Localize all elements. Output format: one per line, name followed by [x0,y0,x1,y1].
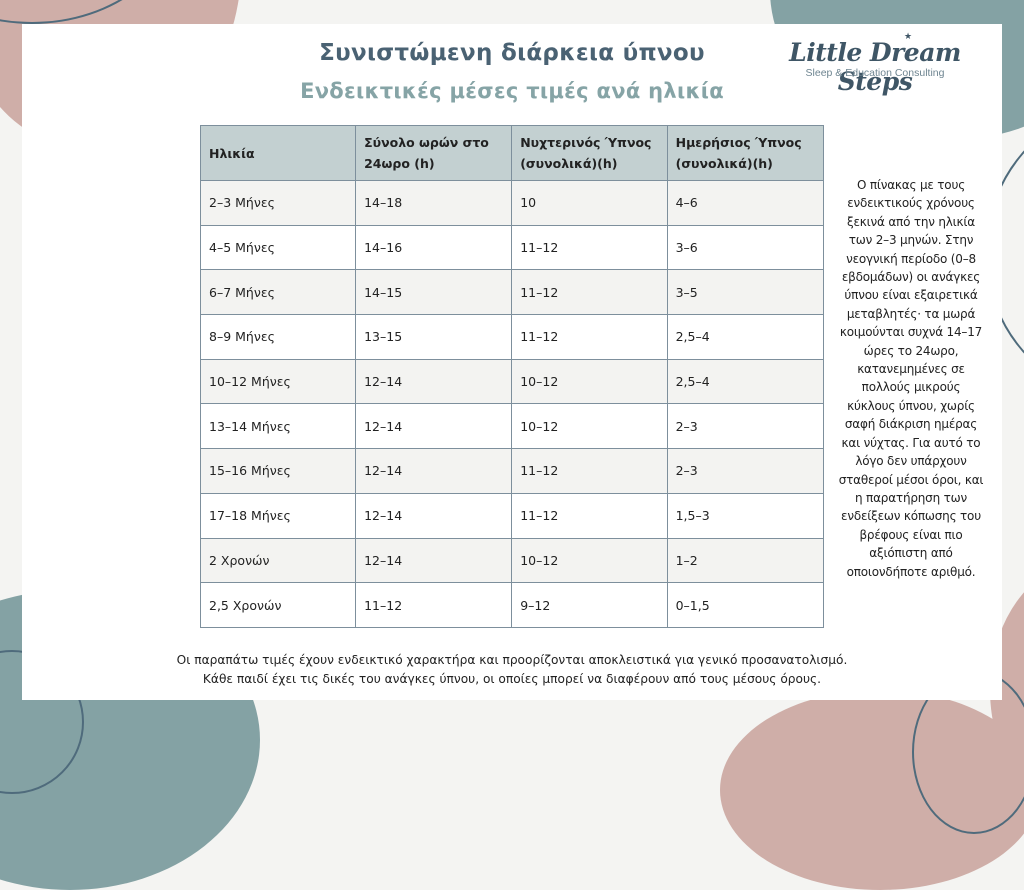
cell-night: 11–12 [511,269,668,316]
cell-day: 3–5 [666,269,825,316]
cell-day: 0–1,5 [666,582,825,628]
cell-age: 13–14 Μήνες [199,403,357,450]
column-header-total-hours: Σύνολο ωρών στο 24ωρο (h) [355,125,513,181]
page-title: Συνιστώμενη διάρκεια ύπνου [319,40,705,66]
cell-age: 15–16 Μήνες [199,448,357,494]
cell-age: 2 Χρονών [199,537,357,584]
cell-day: 2,5–4 [666,314,825,360]
cell-night: 11–12 [511,224,668,271]
cell-night: 10 [511,180,668,226]
table-row: 6–7 Μήνες 14–15 11–12 3–5 [199,269,825,316]
cell-age: 8–9 Μήνες [199,314,357,360]
cell-day: 2–3 [666,448,825,494]
table-row: 4–5 Μήνες 14–16 11–12 3–6 [199,224,825,271]
cell-age: 4–5 Μήνες [199,224,357,271]
column-header-age: Ηλικία [199,125,357,181]
table-row: 2 Χρονών 12–14 10–12 1–2 [199,537,825,584]
cell-day: 1–2 [666,537,825,584]
column-header-day-sleep: Ημερήσιος Ύπνος (συνολικά)(h) [666,125,825,181]
table-row: 10–12 Μήνες 12–14 10–12 2,5–4 [199,358,825,405]
cell-total: 14–16 [355,224,513,271]
table-row: 17–18 Μήνες 12–14 11–12 1,5–3 [199,492,825,539]
cell-night: 11–12 [511,314,668,360]
logo: Little Dream Steps ★ Sleep & Education C… [762,32,988,96]
table-row: 2–3 Μήνες 14–18 10 4–6 [199,180,825,226]
cell-night: 11–12 [511,448,668,494]
cell-total: 12–14 [355,492,513,539]
cell-age: 10–12 Μήνες [199,358,357,405]
newborn-side-note: Ο πίνακας με τους ενδεικτικούς χρόνους ξ… [838,178,984,579]
page-subtitle: Ενδεικτικές μέσες τιμές ανά ηλικία [300,79,724,103]
column-header-night-sleep: Νυχτερινός Ύπνος (συνολικά)(h) [511,125,668,181]
sleep-duration-table: Ηλικία Σύνολο ωρών στο 24ωρο (h) Νυχτερι… [199,125,825,628]
cell-total: 12–14 [355,403,513,450]
disclaimer-line-1: Οι παραπάτω τιμές έχουν ενδεικτικό χαρακ… [176,653,848,667]
cell-day: 2–3 [666,403,825,450]
star-icon: ★ [904,32,913,42]
disclaimer-line-2: Κάθε παιδί έχει τις δικές του ανάγκες ύπ… [202,672,822,686]
cell-total: 14–15 [355,269,513,316]
table-row: 13–14 Μήνες 12–14 10–12 2–3 [199,403,825,450]
cell-age: 17–18 Μήνες [199,492,357,539]
cell-age: 2,5 Χρονών [199,582,357,628]
cell-day: 4–6 [666,180,825,226]
cell-day: 1,5–3 [666,492,825,539]
table-row: 15–16 Μήνες 12–14 11–12 2–3 [199,448,825,494]
cell-total: 12–14 [355,448,513,494]
cell-total: 11–12 [355,582,513,628]
cell-night: 10–12 [511,537,668,584]
cell-total: 12–14 [355,537,513,584]
cell-night: 11–12 [511,492,668,539]
logo-wordmark: Little Dream Steps [789,38,961,96]
cell-age: 6–7 Μήνες [199,269,357,316]
table-row: 8–9 Μήνες 13–15 11–12 2,5–4 [199,314,825,360]
cell-total: 13–15 [355,314,513,360]
table-header-row: Ηλικία Σύνολο ωρών στο 24ωρο (h) Νυχτερι… [199,125,825,181]
cell-total: 14–18 [355,180,513,226]
cell-night: 10–12 [511,358,668,405]
cell-day: 2,5–4 [666,358,825,405]
cell-night: 9–12 [511,582,668,628]
cell-age: 2–3 Μήνες [199,180,357,226]
disclaimer-footer: Οι παραπάτω τιμές έχουν ενδεικτικό χαρακ… [0,651,1024,689]
logo-tagline: Sleep & Education Consulting [805,67,945,79]
cell-night: 10–12 [511,403,668,450]
table-row: 2,5 Χρονών 11–12 9–12 0–1,5 [199,582,825,628]
cell-day: 3–6 [666,224,825,271]
cell-total: 12–14 [355,358,513,405]
